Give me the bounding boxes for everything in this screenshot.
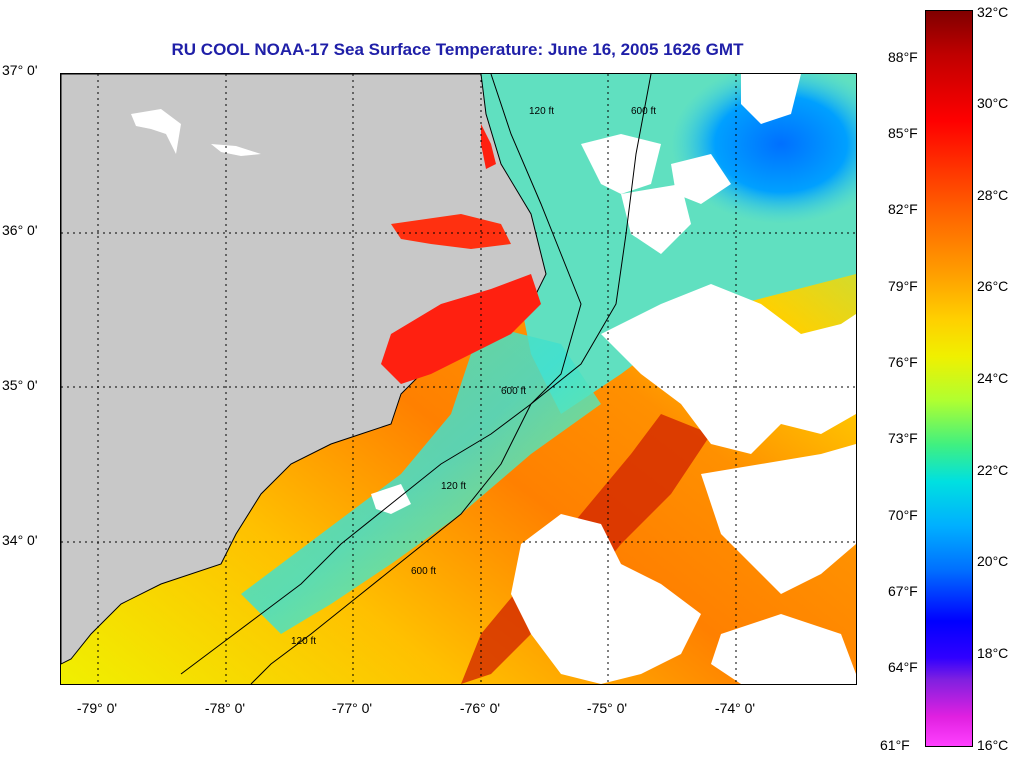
contour-label: 600 ft bbox=[411, 566, 436, 577]
cloud-cover bbox=[371, 74, 856, 684]
colorbar-fahrenheit-label: 85°F bbox=[888, 125, 918, 141]
colorbar-celsius-label: 32°C bbox=[977, 4, 1009, 20]
colorbar-fahrenheit-label: 82°F bbox=[888, 201, 918, 217]
lat-label: 34° 0' bbox=[2, 532, 38, 548]
colorbar-celsius-label: 24°C bbox=[977, 370, 1009, 386]
contour-label: 120 ft bbox=[291, 636, 316, 647]
map-title: RU COOL NOAA-17 Sea Surface Temperature:… bbox=[171, 40, 744, 59]
lon-label: -77° 0' bbox=[331, 700, 373, 716]
lon-label: -74° 0' bbox=[714, 700, 756, 716]
contour-labels: 120 ft 600 ft 120 ft 600 ft 120 ft 600 f… bbox=[291, 106, 656, 647]
colorbar-fahrenheit-label: 73°F bbox=[888, 430, 918, 446]
inland-lake bbox=[211, 144, 261, 156]
colorbar-fahrenheit-label: 79°F bbox=[888, 278, 918, 294]
temperature-colorbar bbox=[925, 10, 973, 747]
lon-label: -76° 0' bbox=[459, 700, 501, 716]
contour-label: 120 ft bbox=[441, 481, 466, 492]
lon-label: -79° 0' bbox=[76, 700, 118, 716]
pamlico-sound bbox=[381, 274, 541, 384]
colorbar-celsius-label: 30°C bbox=[977, 95, 1009, 111]
colorbar-fahrenheit-label: 70°F bbox=[888, 507, 918, 523]
lon-label: -75° 0' bbox=[586, 700, 628, 716]
colorbar-fahrenheit-label: 64°F bbox=[888, 659, 918, 675]
colorbar-celsius-label: 26°C bbox=[977, 278, 1009, 294]
contour-label: 120 ft bbox=[529, 106, 554, 117]
colorbar-fahrenheit-label: 61°F bbox=[880, 737, 910, 753]
albemarle-sound bbox=[391, 214, 511, 249]
sst-map-canvas: 120 ft 600 ft 120 ft 600 ft 120 ft 600 f… bbox=[61, 74, 856, 684]
lat-label: 36° 0' bbox=[2, 222, 38, 238]
colorbar-fahrenheit-label: 76°F bbox=[888, 354, 918, 370]
depth-contours bbox=[180, 74, 652, 684]
lat-label: 37° 0' bbox=[2, 62, 38, 78]
colorbar-fahrenheit-label: 88°F bbox=[888, 49, 918, 65]
lon-label: -78° 0' bbox=[204, 700, 246, 716]
colorbar-celsius-label: 18°C bbox=[977, 645, 1009, 661]
shelf-water bbox=[241, 324, 601, 634]
colorbar-celsius-label: 22°C bbox=[977, 462, 1009, 478]
sst-map[interactable]: 120 ft 600 ft 120 ft 600 ft 120 ft 600 f… bbox=[60, 73, 857, 685]
contour-label: 600 ft bbox=[501, 386, 526, 397]
lat-lon-grid bbox=[61, 74, 856, 684]
lat-label: 35° 0' bbox=[2, 377, 38, 393]
colorbar-celsius-label: 28°C bbox=[977, 187, 1009, 203]
colorbar-fahrenheit-label: 67°F bbox=[888, 583, 918, 599]
currituck-sound bbox=[481, 124, 496, 169]
colorbar-celsius-label: 20°C bbox=[977, 553, 1009, 569]
inland-lake bbox=[131, 109, 181, 154]
colorbar-celsius-label: 16°C bbox=[977, 737, 1009, 753]
contour-label: 600 ft bbox=[631, 106, 656, 117]
